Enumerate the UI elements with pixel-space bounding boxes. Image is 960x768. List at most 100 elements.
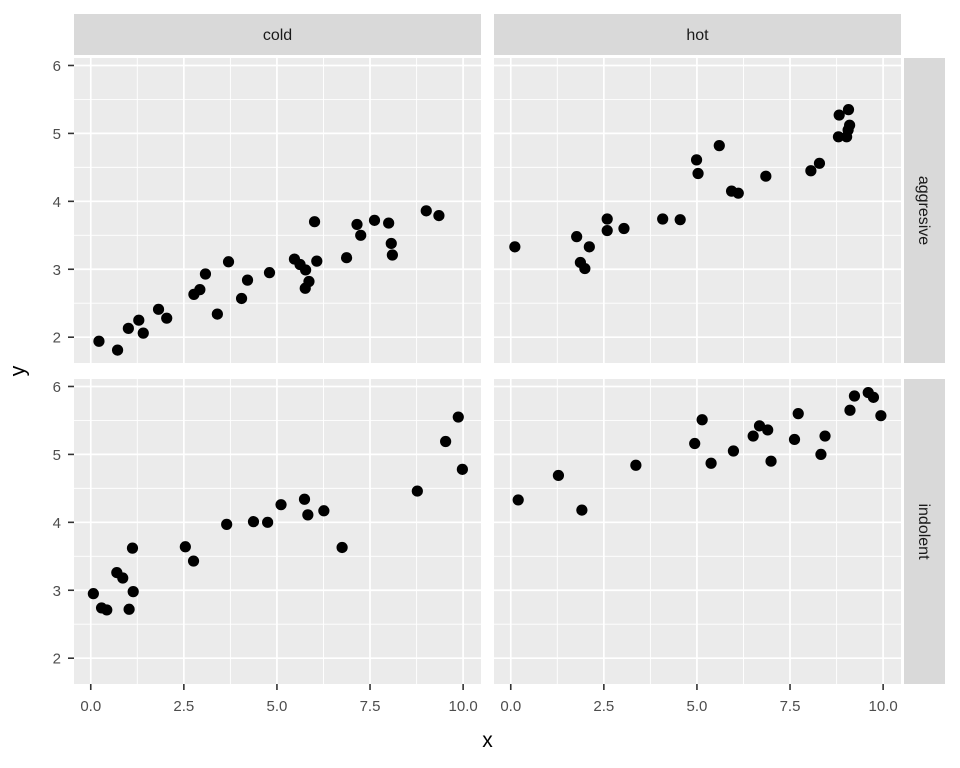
data-point xyxy=(747,430,759,442)
data-point xyxy=(875,410,887,422)
data-point xyxy=(308,216,321,228)
data-point xyxy=(199,268,212,280)
data-point xyxy=(222,256,235,268)
y-tick-label: 5 xyxy=(53,126,61,143)
data-point xyxy=(813,157,826,169)
data-point xyxy=(161,312,173,324)
data-point xyxy=(275,499,287,511)
data-point xyxy=(456,463,468,475)
data-point xyxy=(601,213,613,225)
x-tick-label: 7.5 xyxy=(360,698,381,715)
facet-col-strip xyxy=(74,14,481,55)
y-tick-label: 4 xyxy=(53,194,61,211)
data-point xyxy=(601,224,613,237)
data-point xyxy=(696,414,708,426)
data-point xyxy=(340,252,353,264)
data-point xyxy=(690,154,703,166)
data-point xyxy=(689,437,701,450)
x-tick-label: 7.5 xyxy=(780,698,801,715)
data-point xyxy=(420,205,432,217)
data-point xyxy=(657,213,669,225)
data-point xyxy=(848,390,861,402)
x-tick-label: 2.5 xyxy=(593,698,614,715)
data-point xyxy=(101,604,113,616)
x-tick-label: 0.0 xyxy=(500,698,521,715)
data-point xyxy=(411,485,423,497)
data-point xyxy=(844,404,856,416)
data-point xyxy=(713,140,725,152)
x-axis-title: x xyxy=(482,729,493,752)
data-point xyxy=(386,249,398,261)
data-point xyxy=(302,509,314,521)
data-point xyxy=(263,267,276,279)
data-point xyxy=(805,165,817,177)
data-point xyxy=(452,411,464,423)
data-point xyxy=(618,222,630,235)
data-point xyxy=(552,469,565,482)
data-point xyxy=(221,518,233,530)
data-point xyxy=(122,322,134,334)
data-point xyxy=(194,284,206,296)
data-point xyxy=(123,603,135,615)
x-tick-label: 10.0 xyxy=(449,698,478,715)
data-point xyxy=(674,214,686,226)
data-point xyxy=(692,167,704,180)
y-tick-label: 6 xyxy=(53,379,61,396)
data-point xyxy=(336,541,348,554)
data-point xyxy=(732,187,744,199)
facet-col-strip-label: hot xyxy=(686,27,709,44)
data-point xyxy=(819,430,831,442)
data-point xyxy=(211,308,223,320)
data-point xyxy=(765,455,777,467)
data-point xyxy=(844,119,856,131)
facet-col-strip xyxy=(494,14,901,55)
data-point xyxy=(705,457,717,469)
data-point xyxy=(576,504,588,516)
data-point xyxy=(832,131,845,143)
data-point xyxy=(300,264,312,276)
x-tick-label: 10.0 xyxy=(869,698,898,715)
x-tick-label: 0.0 xyxy=(80,698,101,715)
data-point xyxy=(298,493,311,505)
x-tick-label: 2.5 xyxy=(173,698,194,715)
data-point xyxy=(241,274,254,286)
data-point xyxy=(792,408,804,420)
y-tick-label: 3 xyxy=(53,583,61,600)
data-point xyxy=(815,448,827,461)
data-point xyxy=(727,445,740,457)
y-tick-label: 3 xyxy=(53,262,61,279)
data-point xyxy=(187,555,200,567)
data-point xyxy=(262,516,274,528)
data-point xyxy=(318,505,330,517)
y-tick-label: 5 xyxy=(53,447,61,464)
data-point xyxy=(833,109,845,121)
data-point xyxy=(385,237,397,250)
y-tick-label: 6 xyxy=(53,58,61,75)
data-point xyxy=(867,391,880,403)
data-point xyxy=(93,335,105,347)
data-point xyxy=(368,214,381,226)
data-point xyxy=(842,104,855,116)
data-point xyxy=(509,241,521,253)
data-point xyxy=(433,209,445,222)
data-point xyxy=(111,344,124,356)
facet-row-strip-label: aggresive xyxy=(915,176,932,245)
data-point xyxy=(137,327,149,339)
y-tick-label: 2 xyxy=(53,330,61,347)
x-tick-label: 5.0 xyxy=(267,698,288,715)
data-point xyxy=(583,241,595,253)
data-point xyxy=(87,588,99,600)
data-point xyxy=(247,516,260,528)
x-tick-label: 5.0 xyxy=(687,698,708,715)
data-point xyxy=(762,424,774,436)
data-point xyxy=(383,217,395,229)
data-point xyxy=(760,170,772,182)
y-tick-label: 2 xyxy=(53,651,61,668)
y-tick-label: 4 xyxy=(53,515,61,532)
data-point xyxy=(571,231,583,243)
data-point xyxy=(440,435,452,448)
data-point xyxy=(579,262,591,275)
facet-row-strip xyxy=(904,379,945,684)
